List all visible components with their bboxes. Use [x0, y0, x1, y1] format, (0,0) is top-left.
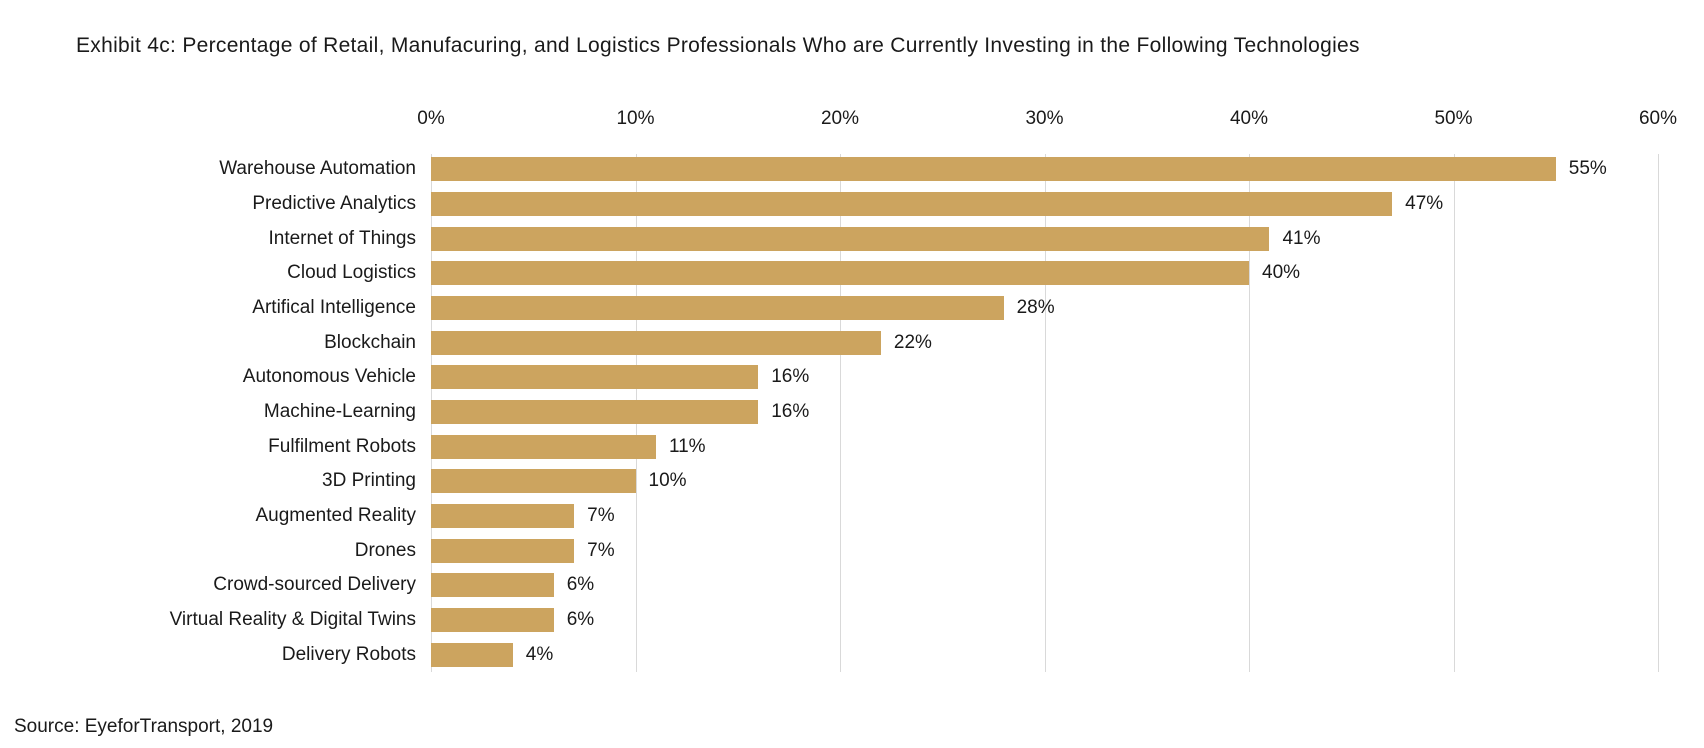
x-tick-label: 40% — [1229, 108, 1269, 129]
category-label: Augmented Reality — [255, 505, 416, 527]
x-tick-label: 0% — [417, 108, 445, 129]
value-label: 10% — [648, 470, 687, 492]
bar — [431, 400, 759, 425]
category-label: Virtual Reality & Digital Twins — [169, 609, 416, 631]
bar — [431, 261, 1249, 286]
bar-row: 6% — [431, 568, 1658, 603]
bar-row: 16% — [431, 395, 1658, 430]
bar — [431, 469, 636, 494]
bar — [431, 226, 1270, 251]
value-label: 16% — [771, 401, 810, 423]
x-tick-label: 20% — [820, 108, 860, 129]
bar — [431, 573, 554, 598]
value-label: 41% — [1282, 227, 1321, 249]
chart-title: Exhibit 4c: Percentage of Retail, Manufa… — [76, 34, 1360, 57]
bar — [431, 504, 575, 529]
gridline — [1044, 154, 1046, 672]
bar — [431, 157, 1556, 182]
bar-row: 41% — [431, 221, 1658, 256]
category-label: Drones — [354, 539, 416, 561]
category-label: Fulfilment Robots — [268, 435, 416, 457]
bar-row: 11% — [431, 429, 1658, 464]
bar-row: 55% — [431, 152, 1658, 187]
category-label: Crowd-sourced Delivery — [213, 574, 416, 596]
value-label: 4% — [525, 643, 554, 665]
bar-row: 22% — [431, 325, 1658, 360]
bar-row: 40% — [431, 256, 1658, 291]
bar-row: 7% — [431, 533, 1658, 568]
category-label: Autonomous Vehicle — [242, 366, 416, 388]
x-tick-label: 50% — [1434, 108, 1473, 129]
category-label: Internet of Things — [268, 227, 416, 249]
value-label: 47% — [1405, 193, 1444, 214]
bar-row: 47% — [431, 187, 1658, 222]
bar-row: 7% — [431, 499, 1658, 534]
plot-area: 55% 47% 41% 40% 28% 22% 16% 16% 11% 10% 7% 7% 6% 6% 4% — [431, 152, 1659, 672]
bar-row: 28% — [431, 291, 1658, 326]
x-tick-label: 60% — [1638, 108, 1678, 129]
bar — [431, 608, 554, 633]
value-label: 11% — [668, 435, 706, 457]
gridline — [1658, 154, 1659, 672]
category-axis: Warehouse Automation Predictive Analytics… — [0, 152, 416, 672]
category-label: 3D Printing — [322, 470, 416, 492]
category-label: Machine-Learning — [263, 401, 416, 423]
bar — [431, 642, 513, 667]
category-label: Blockchain — [324, 331, 416, 353]
x-axis-ticks: 0% 10% 20% 30% 40% 50% 60% — [417, 108, 1677, 132]
value-label: 6% — [566, 574, 595, 596]
x-tick-label: 10% — [616, 108, 655, 129]
category-label: Delivery Robots — [281, 643, 416, 665]
source-note: Source: EyeforTransport, 2019 — [14, 716, 274, 737]
category-label: Cloud Logistics — [287, 262, 416, 284]
value-label: 7% — [587, 539, 615, 561]
bar — [431, 365, 759, 390]
bar — [431, 434, 656, 459]
value-label: 16% — [771, 366, 810, 388]
category-label: Predictive Analytics — [252, 193, 416, 214]
bar-rows: 55% 47% 41% 40% 28% 22% 16% 16% 11% 10% 7% 7% 6% 6% 4% — [431, 152, 1658, 672]
bar — [431, 330, 881, 355]
x-tick-label: 30% — [1025, 108, 1064, 129]
gridline — [1249, 154, 1250, 672]
bar — [431, 296, 1004, 321]
category-label: Artifical Intelligence — [252, 297, 416, 319]
value-label: 40% — [1262, 262, 1301, 284]
value-label: 28% — [1016, 297, 1055, 319]
category-label: Warehouse Automation — [219, 158, 416, 180]
bar-row: 16% — [431, 360, 1658, 395]
bar-row: 10% — [431, 464, 1658, 499]
bar-row: 4% — [431, 637, 1658, 672]
bar — [431, 538, 575, 563]
value-label: 22% — [893, 331, 932, 353]
value-label: 6% — [566, 609, 595, 631]
gridline — [1453, 154, 1455, 672]
gridline — [840, 154, 841, 672]
value-label: 7% — [587, 505, 615, 527]
value-label: 55% — [1568, 158, 1607, 180]
bar — [431, 192, 1393, 216]
bar-row: 6% — [431, 603, 1658, 638]
